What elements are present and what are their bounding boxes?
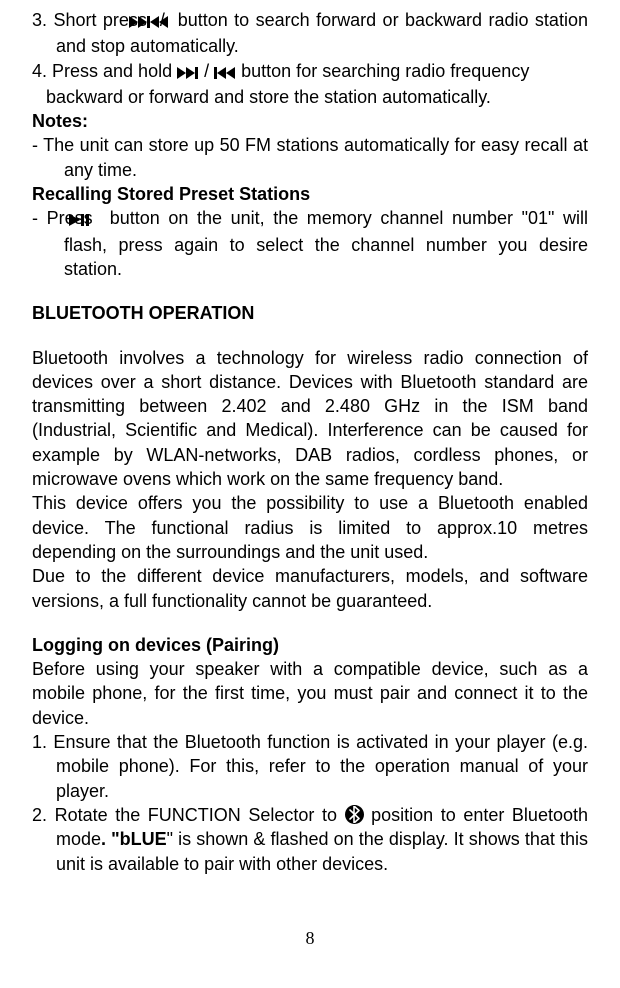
gap bbox=[32, 281, 588, 301]
gap bbox=[32, 613, 588, 633]
bluetooth-icon bbox=[345, 805, 364, 824]
bluetooth-para-3: Due to the different device manufacturer… bbox=[32, 564, 588, 613]
bluetooth-para-1: Bluetooth involves a technology for wire… bbox=[32, 346, 588, 492]
next-track-icon bbox=[177, 61, 199, 85]
note-1: - The unit can store up 50 FM stations a… bbox=[32, 133, 588, 182]
step-4-line2: backward or forward and store the statio… bbox=[32, 85, 588, 109]
step-4-text-a: 4. Press and hold bbox=[32, 61, 177, 81]
gap bbox=[32, 326, 588, 346]
recall-step: - Press button on the unit, the memory c… bbox=[32, 206, 588, 281]
manual-page: 3. Short press / button to search forwar… bbox=[0, 0, 620, 988]
pairing-blue-label: bLUE bbox=[120, 829, 167, 849]
step-3: 3. Short press / button to search forwar… bbox=[32, 8, 588, 59]
pairing-step-1: 1. Ensure that the Bluetooth function is… bbox=[32, 730, 588, 803]
page-number: 8 bbox=[0, 926, 620, 950]
prev-track-icon bbox=[214, 61, 236, 85]
pairing-heading: Logging on devices (Pairing) bbox=[32, 633, 588, 657]
notes-heading: Notes: bbox=[32, 109, 588, 133]
recall-text-b: button on the unit, the memory channel n… bbox=[64, 208, 588, 279]
pairing-step-2: 2. Rotate the FUNCTION Selector to posit… bbox=[32, 803, 588, 876]
step-4-line1: 4. Press and hold / button for searching… bbox=[32, 59, 588, 85]
recall-text-a: - Press bbox=[32, 208, 101, 228]
pairing-step-2a: 2. Rotate the FUNCTION Selector to bbox=[32, 805, 345, 825]
recall-heading: Recalling Stored Preset Stations bbox=[32, 182, 588, 206]
pairing-step-2c: . " bbox=[101, 829, 120, 849]
slash-sep: / bbox=[204, 61, 214, 81]
pairing-intro: Before using your speaker with a compati… bbox=[32, 657, 588, 730]
step-4-text-b: button for searching radio frequency bbox=[241, 61, 529, 81]
bluetooth-heading: BLUETOOTH OPERATION bbox=[32, 301, 588, 325]
bluetooth-para-2: This device offers you the possibility t… bbox=[32, 491, 588, 564]
